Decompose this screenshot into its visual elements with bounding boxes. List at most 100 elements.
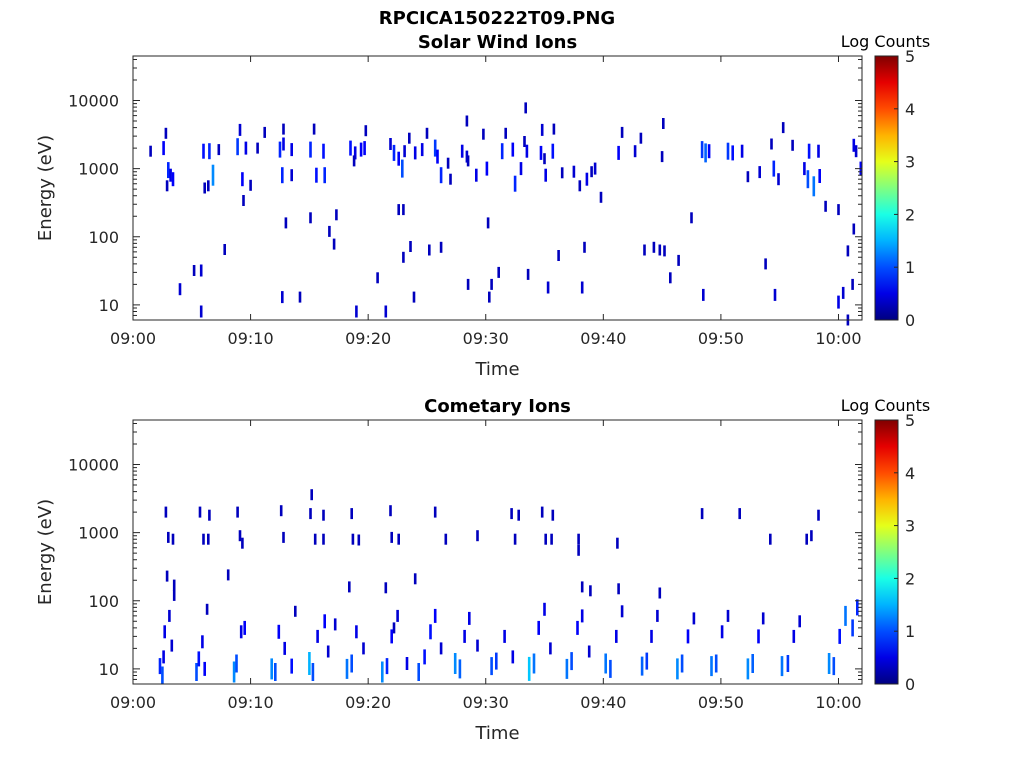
heatmap-cell [513, 175, 517, 192]
heatmap-cell [669, 272, 672, 284]
y-axis-label: Energy (eV) [35, 135, 56, 241]
heatmap-cell [643, 244, 646, 256]
heatmap-cell [364, 125, 368, 137]
heatmap-cell [532, 653, 536, 674]
heatmap-cell [764, 258, 767, 270]
heatmap-cell [854, 145, 858, 158]
x-tick-label: 09:20 [345, 693, 391, 712]
heatmap-cell [692, 612, 696, 625]
heatmap-cell [620, 605, 624, 618]
heatmap-cell [524, 102, 527, 114]
heatmap-cell [746, 171, 750, 183]
heatmap-cell [544, 533, 547, 545]
colorbar [874, 55, 899, 321]
heatmap-cell [837, 204, 840, 216]
heatmap-cell [172, 589, 176, 601]
heatmap-cell [172, 579, 176, 591]
y-tick-label: 100 [88, 592, 119, 611]
heatmap-cell [311, 663, 315, 681]
heatmap-cell [652, 241, 656, 253]
heatmap-cell [274, 663, 277, 681]
heatmap-cell [217, 144, 221, 156]
x-tick-label: 09:50 [698, 693, 744, 712]
heatmap-cell [236, 138, 239, 156]
heatmap-cell [504, 127, 507, 139]
heatmap-cell [773, 288, 777, 301]
colorbar-tick-label: 2 [905, 205, 915, 224]
heatmap-cell [279, 505, 283, 517]
heatmap-cell [281, 291, 284, 304]
x-tick-label: 09:40 [580, 329, 626, 348]
heatmap-cell [772, 160, 776, 177]
heatmap-cell [781, 122, 785, 134]
heatmap-cell [525, 144, 529, 158]
heatmap-cell [856, 599, 859, 616]
heatmap-cell [203, 661, 206, 676]
heatmap-cell [439, 167, 443, 184]
heatmap-cell [757, 629, 760, 644]
heatmap-cell [433, 506, 437, 518]
heatmap-cell [326, 645, 330, 658]
heatmap-cell [199, 264, 203, 277]
heatmap-cell [420, 143, 424, 157]
heatmap-cell [486, 217, 490, 229]
heatmap-cell [444, 533, 448, 545]
heatmap-cell [578, 180, 582, 192]
heatmap-cell [577, 544, 580, 556]
x-tick-label: 09:00 [110, 693, 156, 712]
heatmap-cell [824, 200, 827, 212]
heatmap-cell [282, 137, 285, 151]
colorbar-label: Log Counts [841, 396, 931, 415]
heatmap-cell [663, 245, 666, 257]
heatmap-cell [413, 573, 417, 585]
heatmap-cell [844, 605, 847, 626]
heatmap-cell [169, 168, 172, 182]
panel-1: Solar Wind Ions 09:00 09:10 09:20 09:30 09:40… [35, 32, 930, 380]
heatmap-cell [290, 658, 293, 674]
heatmap-cell [165, 570, 169, 582]
x-tick-label: 09:40 [580, 693, 626, 712]
heatmap-cell [158, 658, 162, 675]
heatmap-cell [162, 141, 165, 156]
heatmap-cell [500, 143, 504, 160]
heatmap-cells [158, 489, 859, 685]
panel-title: Cometary Ions [424, 396, 571, 417]
heatmap-cell [633, 145, 637, 158]
heatmap-cell [485, 161, 489, 176]
heatmap-cell [738, 508, 741, 520]
heatmap-cell [817, 144, 820, 158]
heatmap-cell [523, 136, 526, 147]
colorbar-tick-label: 0 [905, 311, 915, 330]
x-tick-label: 09:50 [698, 329, 744, 348]
heatmap-cell [312, 123, 316, 135]
heatmap-cell [497, 266, 500, 278]
heatmap-cell [208, 143, 211, 160]
colorbar-tick-label: 4 [905, 464, 915, 483]
heatmap-cell [238, 123, 242, 136]
heatmap-cell [328, 225, 331, 237]
heatmap-cell [700, 141, 704, 159]
heatmap-cell [397, 204, 400, 216]
heatmap-cell [662, 118, 665, 129]
heatmap-cell [323, 614, 326, 629]
colorbar-label: Log Counts [841, 32, 931, 51]
heatmap-cell [405, 657, 409, 670]
heatmap-cell [807, 143, 811, 159]
heatmap-cell [284, 217, 288, 229]
heatmap-cell [583, 241, 586, 253]
colorbar-tick-label: 5 [905, 47, 915, 66]
heatmap-cell [417, 663, 420, 681]
heatmap-cell [851, 619, 854, 637]
heatmap-cell [402, 204, 405, 216]
x-axis-label: Time [474, 723, 519, 744]
heatmap-cell [780, 656, 784, 677]
heatmap-cell [161, 666, 164, 685]
colorbar-tick-label: 4 [905, 100, 915, 119]
heatmap-cell [323, 167, 326, 184]
panel-title: Solar Wind Ions [418, 32, 577, 53]
heatmap-cell [658, 244, 662, 256]
heatmap-cell [290, 169, 293, 182]
heatmap-cell [798, 615, 801, 628]
panel-2: Cometary Ions 09:00 09:10 09:20 09:30 09:40 09… [35, 396, 930, 744]
heatmap-cell [165, 180, 169, 192]
